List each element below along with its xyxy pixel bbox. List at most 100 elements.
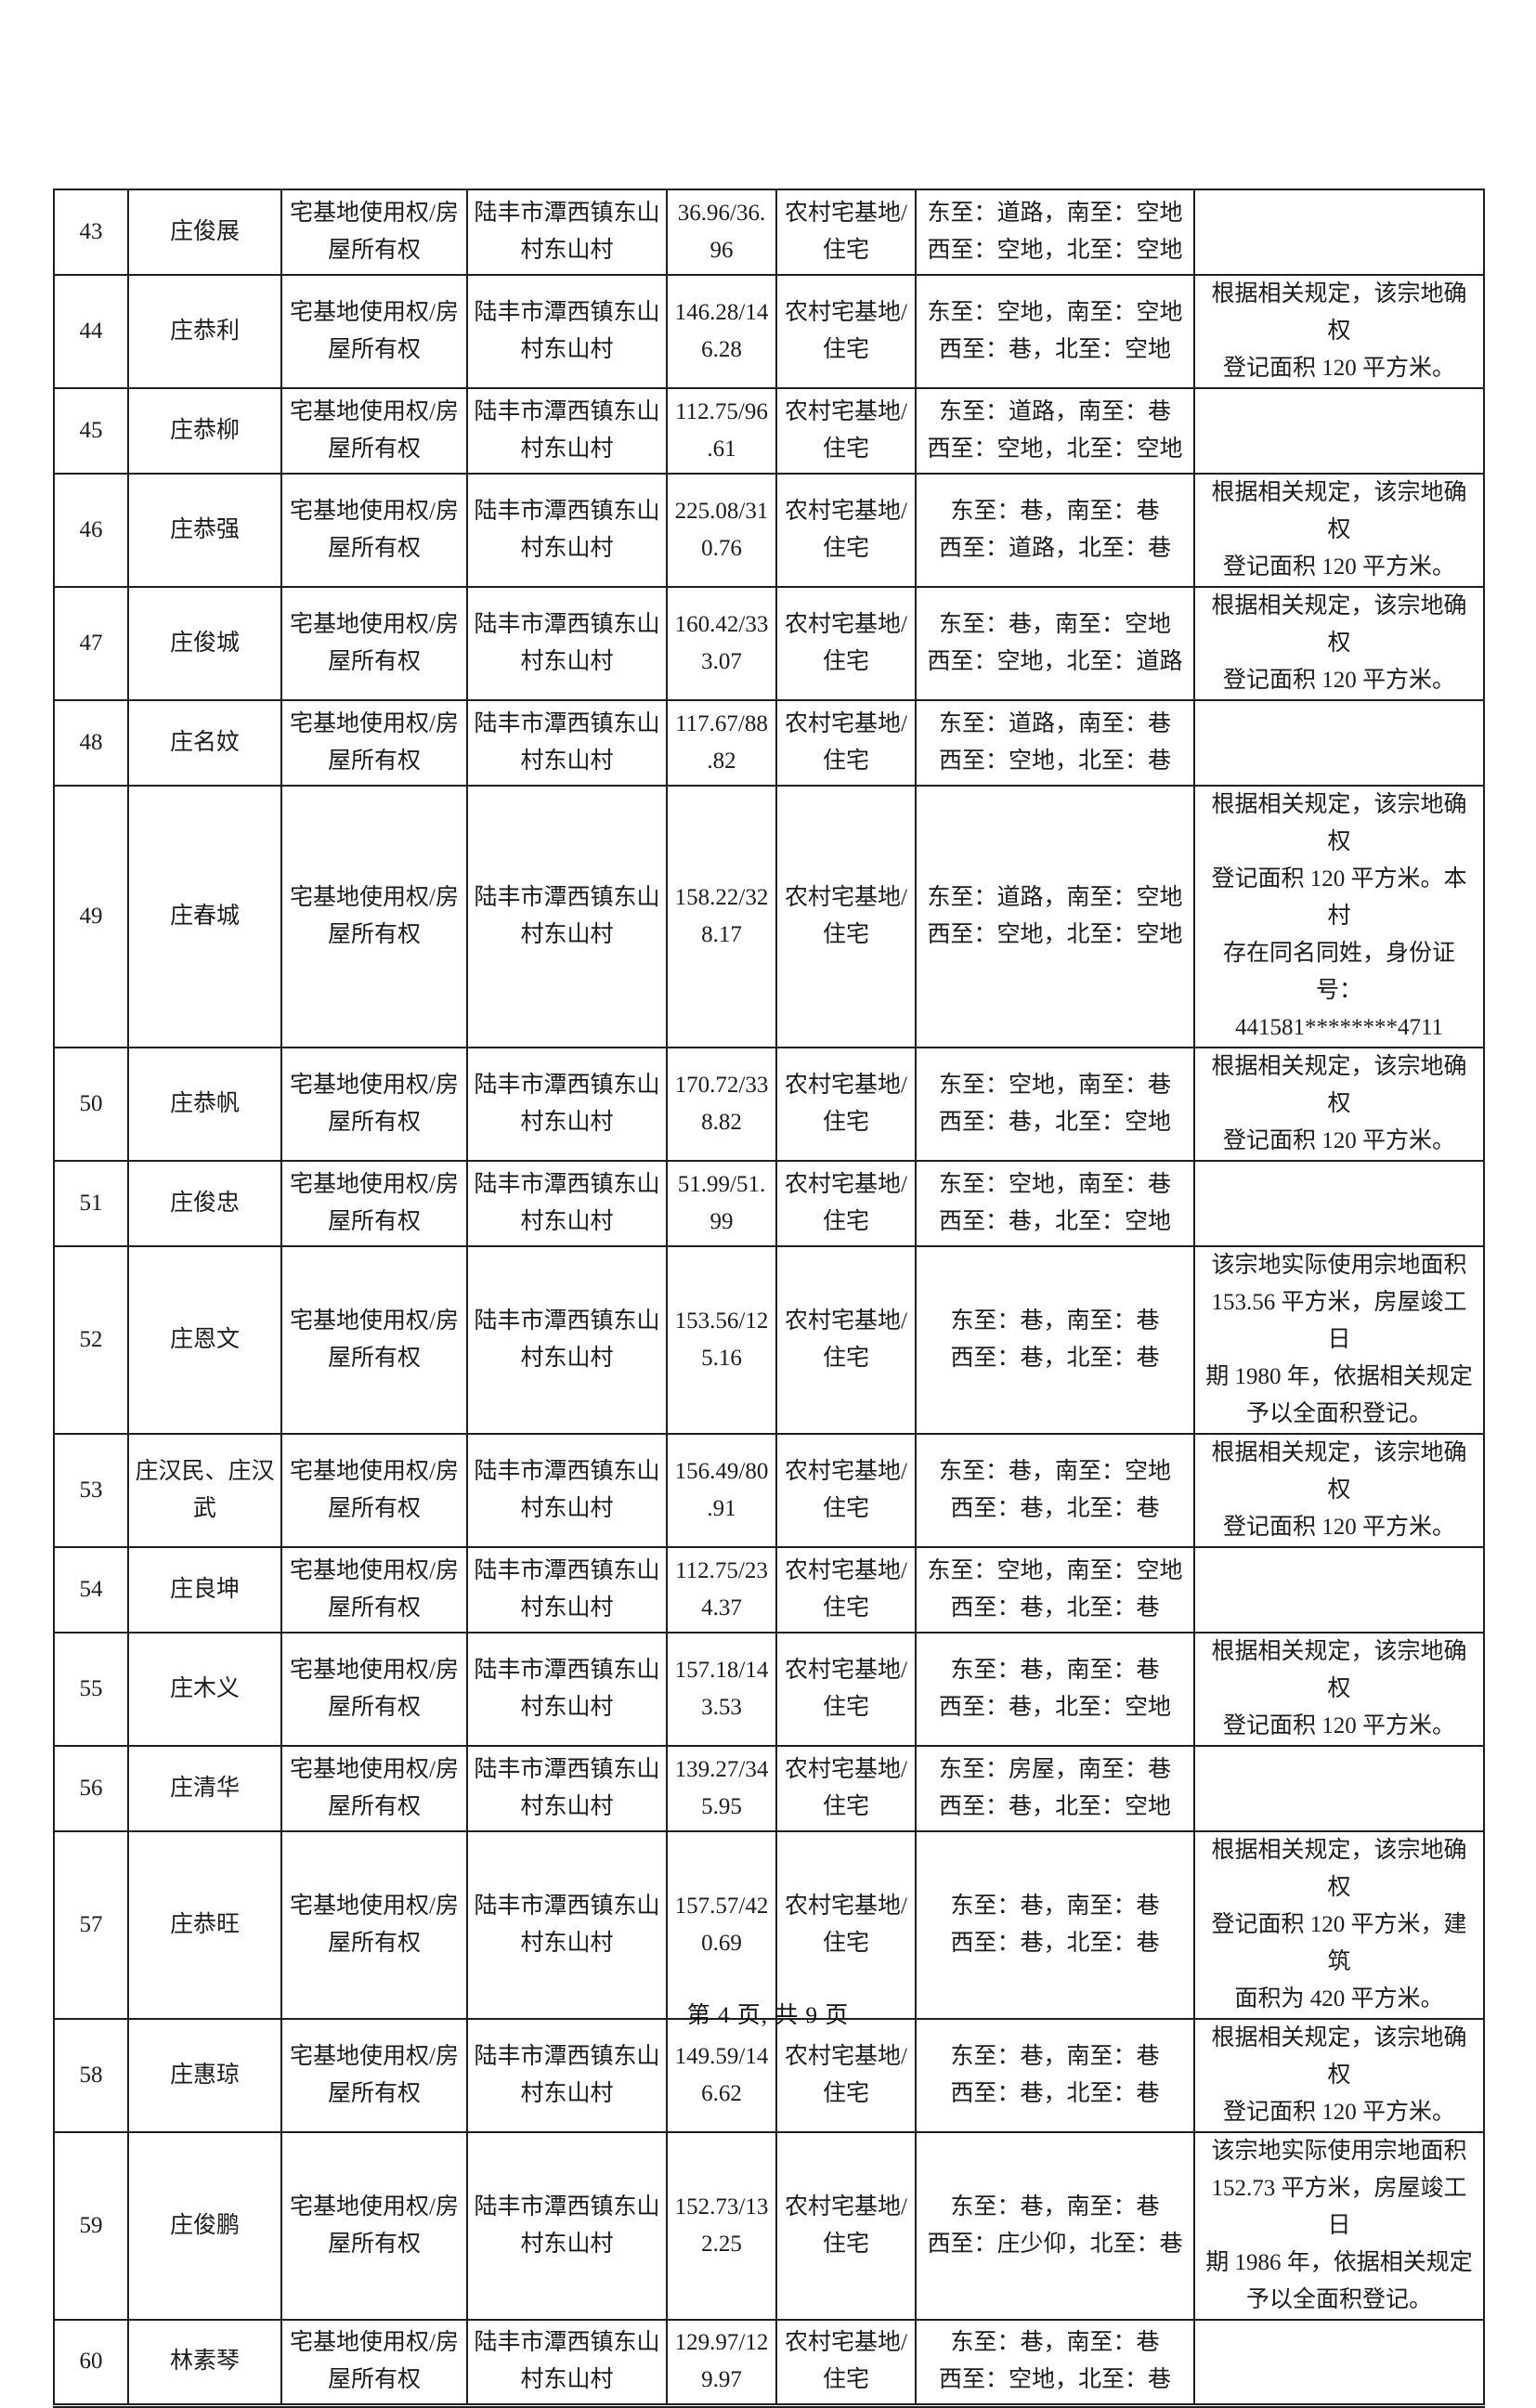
cell-remark: 根据相关规定，该宗地确权 登记面积 120 平方米。 [1193,1433,1485,1548]
cell-remark: 该宗地实际使用宗地面积 153.56 平方米，房屋竣工日 期 1980 年，依据… [1193,1245,1485,1435]
cell-remark [1193,1160,1485,1247]
cell-area: 160.42/33 3.07 [666,586,777,701]
cell-boundaries: 东至：巷，南至：巷 西至：道路，北至：巷 [915,473,1195,588]
cell-location: 陆丰市潭西镇东山 村东山村 [466,387,668,475]
cell-owner-name: 庄清华 [127,1745,282,1832]
cell-land-use: 农村宅基地/ 住宅 [775,387,917,475]
cell-land-use: 农村宅基地/ 住宅 [775,2018,917,2133]
cell-right-type: 宅基地使用权/房 屋所有权 [280,1546,468,1634]
cell-area: 170.72/33 8.82 [666,1047,777,1162]
cell-serial-number: 58 [53,2018,129,2133]
cell-owner-name: 庄汉民、庄汉 武 [127,1433,282,1548]
cell-owner-name: 庄恭柳 [127,387,282,475]
cell-owner-name: 庄恭利 [127,274,282,389]
table-row: 50 庄恭帆 宅基地使用权/房 屋所有权 陆丰市潭西镇东山 村东山村 170.72/33… [53,1047,1485,1162]
cell-location: 陆丰市潭西镇东山 村东山村 [466,1830,668,2020]
cell-serial-number: 60 [53,2319,129,2408]
cell-area: 51.99/51. 99 [666,1160,777,1247]
cell-remark: 根据相关规定，该宗地确权 登记面积 120 平方米。 [1193,1632,1485,1747]
cell-serial-number: 49 [53,785,129,1048]
cell-remark [1193,387,1485,475]
table-row: 52 庄恩文 宅基地使用权/房 屋所有权 陆丰市潭西镇东山 村东山村 153.56/12… [53,1245,1485,1435]
cell-area: 152.73/13 2.25 [666,2131,777,2321]
cell-land-use: 农村宅基地/ 住宅 [775,699,917,787]
cell-right-type: 宅基地使用权/房 屋所有权 [280,1047,468,1162]
cell-land-use: 农村宅基地/ 住宅 [775,586,917,701]
cell-serial-number: 52 [53,1245,129,1435]
cell-boundaries: 东至：巷，南至：巷 西至：空地，北至：巷 [915,2319,1195,2408]
cell-location: 陆丰市潭西镇东山 村东山村 [466,1433,668,1548]
cell-owner-name: 庄春城 [127,785,282,1048]
table-row: 55 庄木义 宅基地使用权/房 屋所有权 陆丰市潭西镇东山 村东山村 157.18/14… [53,1632,1485,1747]
cell-land-use: 农村宅基地/ 住宅 [775,1632,917,1747]
cell-boundaries: 东至：空地，南至：空地 西至：巷，北至：巷 [915,1546,1195,1634]
cell-serial-number: 56 [53,1745,129,1832]
cell-remark: 该宗地实际使用宗地面积 152.73 平方米，房屋竣工日 期 1986 年，依据… [1193,2131,1485,2321]
cell-serial-number: 46 [53,473,129,588]
cell-serial-number: 51 [53,1160,129,1247]
cell-serial-number: 43 [53,189,129,276]
cell-location: 陆丰市潭西镇东山 村东山村 [466,699,668,787]
cell-remark: 根据相关规定，该宗地确权 登记面积 120 平方米。本村 存在同名同姓，身份证号… [1193,785,1485,1048]
cell-boundaries: 东至：巷，南至：巷 西至：巷，北至：巷 [915,2018,1195,2133]
page-number-footer: 第 4 页, 共 9 页 [686,2003,850,2028]
table-row: 46 庄恭强 宅基地使用权/房 屋所有权 陆丰市潭西镇东山 村东山村 225.08/31… [53,473,1485,588]
cell-area: 156.49/80 .91 [666,1433,777,1548]
cell-land-use: 农村宅基地/ 住宅 [775,2131,917,2321]
cell-remark: 根据相关规定，该宗地确权 登记面积 120 平方米。 [1193,274,1485,389]
document-page: 43 庄俊展 宅基地使用权/房 屋所有权 陆丰市潭西镇东山 村东山村 36.96/36.… [53,189,1485,2408]
cell-remark [1193,699,1485,787]
cell-land-use: 农村宅基地/ 住宅 [775,785,917,1048]
land-rights-table: 43 庄俊展 宅基地使用权/房 屋所有权 陆丰市潭西镇东山 村东山村 36.96/36.… [53,189,1485,2408]
table-row: 57 庄恭旺 宅基地使用权/房 屋所有权 陆丰市潭西镇东山 村东山村 157.57/42… [53,1830,1485,2020]
cell-land-use: 农村宅基地/ 住宅 [775,473,917,588]
cell-right-type: 宅基地使用权/房 屋所有权 [280,586,468,701]
cell-serial-number: 57 [53,1830,129,2020]
cell-right-type: 宅基地使用权/房 屋所有权 [280,785,468,1048]
cell-area: 225.08/31 0.76 [666,473,777,588]
cell-land-use: 农村宅基地/ 住宅 [775,1047,917,1162]
cell-boundaries: 东至：道路，南至：空地 西至：空地，北至：空地 [915,189,1195,276]
cell-right-type: 宅基地使用权/房 屋所有权 [280,1632,468,1747]
cell-owner-name: 庄名妏 [127,699,282,787]
cell-area: 146.28/14 6.28 [666,274,777,389]
cell-land-use: 农村宅基地/ 住宅 [775,1160,917,1247]
cell-remark: 根据相关规定，该宗地确权 登记面积 120 平方米。 [1193,1047,1485,1162]
cell-location: 陆丰市潭西镇东山 村东山村 [466,1245,668,1435]
cell-owner-name: 庄俊展 [127,189,282,276]
cell-remark: 根据相关规定，该宗地确权 登记面积 120 平方米。 [1193,2018,1485,2133]
cell-serial-number: 55 [53,1632,129,1747]
cell-location: 陆丰市潭西镇东山 村东山村 [466,1160,668,1247]
cell-serial-number: 53 [53,1433,129,1548]
cell-location: 陆丰市潭西镇东山 村东山村 [466,1745,668,1832]
cell-area: 153.56/12 5.16 [666,1245,777,1435]
cell-serial-number: 45 [53,387,129,475]
cell-remark [1193,2319,1485,2408]
cell-remark [1193,1546,1485,1634]
cell-boundaries: 东至：空地，南至：巷 西至：巷，北至：空地 [915,1047,1195,1162]
cell-right-type: 宅基地使用权/房 屋所有权 [280,473,468,588]
cell-location: 陆丰市潭西镇东山 村东山村 [466,586,668,701]
cell-remark: 根据相关规定，该宗地确权 登记面积 120 平方米。 [1193,473,1485,588]
table-row: 60 林素琴 宅基地使用权/房 屋所有权 陆丰市潭西镇东山 村东山村 129.97/12… [53,2319,1485,2408]
cell-location: 陆丰市潭西镇东山 村东山村 [466,2131,668,2321]
table-row: 56 庄清华 宅基地使用权/房 屋所有权 陆丰市潭西镇东山 村东山村 139.27/34… [53,1745,1485,1832]
cell-owner-name: 庄俊忠 [127,1160,282,1247]
table-row: 51 庄俊忠 宅基地使用权/房 屋所有权 陆丰市潭西镇东山 村东山村 51.99/51.… [53,1160,1485,1247]
cell-owner-name: 庄恭帆 [127,1047,282,1162]
cell-land-use: 农村宅基地/ 住宅 [775,274,917,389]
table-row: 45 庄恭柳 宅基地使用权/房 屋所有权 陆丰市潭西镇东山 村东山村 112.75/96… [53,387,1485,475]
cell-boundaries: 东至：巷，南至：空地 西至：巷，北至：巷 [915,1433,1195,1548]
cell-area: 139.27/34 5.95 [666,1745,777,1832]
cell-boundaries: 东至：房屋，南至：巷 西至：巷，北至：空地 [915,1745,1195,1832]
cell-area: 149.59/14 6.62 [666,2018,777,2133]
table-row: 47 庄俊城 宅基地使用权/房 屋所有权 陆丰市潭西镇东山 村东山村 160.42/33… [53,586,1485,701]
cell-boundaries: 东至：巷，南至：巷 西至：巷，北至：巷 [915,1245,1195,1435]
cell-remark: 根据相关规定，该宗地确权 登记面积 120 平方米。 [1193,586,1485,701]
cell-location: 陆丰市潭西镇东山 村东山村 [466,2319,668,2408]
cell-location: 陆丰市潭西镇东山 村东山村 [466,189,668,276]
cell-right-type: 宅基地使用权/房 屋所有权 [280,699,468,787]
cell-location: 陆丰市潭西镇东山 村东山村 [466,1632,668,1747]
cell-land-use: 农村宅基地/ 住宅 [775,1546,917,1634]
cell-right-type: 宅基地使用权/房 屋所有权 [280,1745,468,1832]
